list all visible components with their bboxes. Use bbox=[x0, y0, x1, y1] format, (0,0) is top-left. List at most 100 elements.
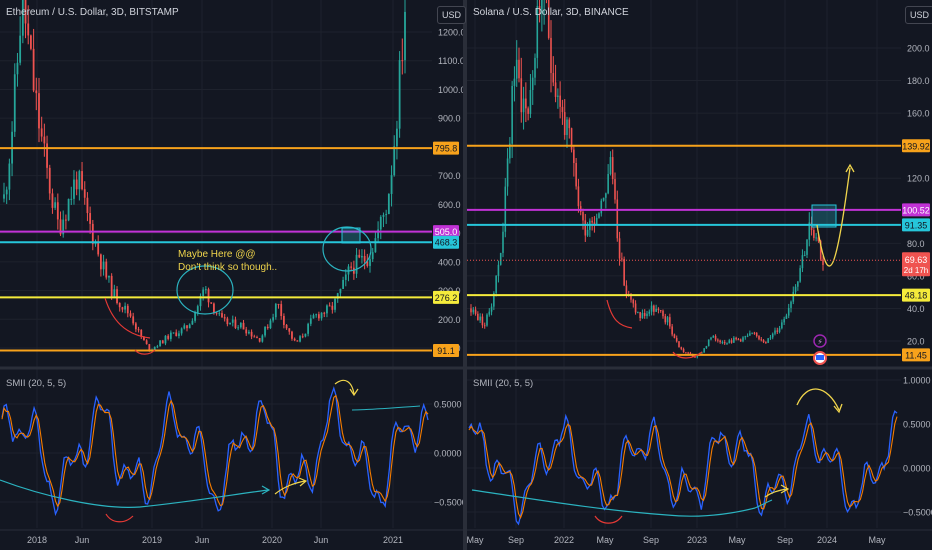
sol-chart-pane[interactable]: 200.0 180.0 160.0 120.0 80.0 60.0 40.0 20.0 1.00… bbox=[467, 0, 932, 550]
pane-divider[interactable] bbox=[463, 0, 467, 550]
candle-body bbox=[13, 74, 16, 132]
candle-body bbox=[534, 57, 536, 78]
y-axis-tick-label: 80.0 bbox=[907, 239, 925, 249]
candle-body bbox=[511, 85, 513, 144]
candle-body bbox=[609, 157, 612, 174]
candle-body bbox=[520, 78, 523, 113]
candle-body bbox=[21, 0, 24, 36]
eth-indicator-label[interactable]: SMII (20, 5, 5) bbox=[6, 378, 67, 389]
sol-symbol-title[interactable]: Solana / U.S. Dollar, 3D, BINANCE bbox=[473, 7, 629, 18]
x-axis-tick-label: May bbox=[728, 535, 746, 545]
candle-body bbox=[509, 143, 511, 159]
candle-body bbox=[393, 146, 396, 176]
candle-body bbox=[707, 339, 710, 347]
y-axis-tick-label: 160.0 bbox=[907, 109, 930, 119]
eth-currency-button[interactable]: USD bbox=[437, 6, 467, 24]
candle-body bbox=[140, 329, 143, 337]
candle-body bbox=[696, 355, 699, 358]
candle-body bbox=[285, 324, 288, 329]
annotation-arrowhead bbox=[833, 403, 843, 414]
last-price-value: 69.63 bbox=[905, 255, 928, 265]
candle-body bbox=[600, 200, 603, 214]
candle-body bbox=[470, 308, 472, 313]
x-axis-tick-label: Sep bbox=[508, 535, 524, 545]
candle-body bbox=[753, 332, 756, 334]
candle-body bbox=[778, 328, 781, 332]
candle-body bbox=[266, 326, 269, 329]
candle-body bbox=[326, 305, 328, 314]
candle-body bbox=[646, 313, 648, 316]
candle-body bbox=[490, 306, 493, 312]
candle-body bbox=[169, 332, 172, 339]
candle-body bbox=[561, 106, 564, 113]
candle-body bbox=[143, 336, 145, 341]
candle-body bbox=[307, 323, 310, 334]
candle-body bbox=[776, 330, 779, 332]
indicator-y-tick-label: 0.0000 bbox=[903, 464, 931, 474]
candle-body bbox=[387, 193, 390, 215]
x-axis-tick-label: Sep bbox=[643, 535, 659, 545]
x-axis-tick-label: May bbox=[467, 535, 484, 545]
candle-body bbox=[256, 337, 258, 339]
eth-symbol-title[interactable]: Ethereum / U.S. Dollar, 3D, BITSTAMP bbox=[6, 7, 179, 18]
candle-body bbox=[593, 222, 596, 226]
candle-body bbox=[334, 298, 336, 310]
candle-body bbox=[573, 149, 575, 164]
candle-body bbox=[730, 340, 733, 343]
candle-body bbox=[808, 222, 811, 240]
candle-body bbox=[62, 219, 65, 235]
eth-chart-pane[interactable]: 1200.01100.01000.0900.0700.0600.0500.040… bbox=[0, 0, 467, 550]
candle-body bbox=[591, 220, 593, 223]
level-price-badge-text: 91.35 bbox=[905, 220, 928, 230]
candle-body bbox=[99, 254, 102, 270]
candle-body bbox=[207, 289, 210, 303]
candle-body bbox=[32, 48, 35, 91]
level-price-badge bbox=[433, 235, 459, 249]
level-price-badge-text: 91.1 bbox=[437, 346, 455, 356]
annotation-arrow bbox=[334, 379, 355, 395]
candle-body bbox=[806, 239, 808, 255]
candle-body bbox=[536, 6, 539, 58]
candle-body bbox=[719, 340, 721, 343]
candle-body bbox=[350, 266, 353, 268]
candle-body bbox=[765, 342, 767, 344]
candle-body bbox=[799, 268, 801, 282]
candle-body bbox=[497, 264, 500, 276]
x-axis-tick-label: Jun bbox=[314, 535, 329, 545]
candle-body bbox=[522, 98, 525, 113]
candle-body bbox=[701, 352, 703, 354]
candle-body bbox=[51, 193, 54, 208]
candle-body bbox=[477, 313, 479, 321]
candle-body bbox=[296, 340, 299, 342]
y-axis-tick-label: 120.0 bbox=[907, 174, 930, 184]
candle-body bbox=[280, 304, 283, 317]
annotation-arrow bbox=[764, 488, 788, 498]
sol-chart-canvas[interactable]: 200.0 180.0 160.0 120.0 80.0 60.0 40.0 20.0 1.00… bbox=[467, 0, 932, 550]
candle-body bbox=[552, 72, 555, 83]
candle-body bbox=[148, 344, 151, 351]
candle-body bbox=[239, 322, 242, 328]
y-axis-tick-label: 700.0 bbox=[438, 171, 461, 181]
y-axis-tick-label: 200.0 bbox=[438, 315, 461, 325]
smii-signal-line bbox=[468, 416, 898, 519]
candle-body bbox=[3, 194, 5, 199]
eth-chart-canvas[interactable]: 1200.01100.01000.0900.0700.0600.0500.040… bbox=[0, 0, 463, 550]
candle-body bbox=[554, 82, 557, 97]
candle-body bbox=[648, 311, 651, 314]
y-axis-tick-label: 400.0 bbox=[438, 257, 461, 267]
candle-body bbox=[86, 197, 89, 214]
sol-currency-button[interactable]: USD bbox=[905, 6, 932, 24]
x-axis-tick-label: 2023 bbox=[687, 535, 707, 545]
annotation-arrowhead bbox=[845, 163, 855, 173]
candle-body bbox=[110, 275, 113, 297]
candle-body bbox=[132, 316, 135, 324]
annotation-curve bbox=[672, 351, 703, 359]
candle-body bbox=[685, 352, 687, 354]
candle-body bbox=[282, 316, 285, 325]
candle-body bbox=[210, 302, 213, 304]
sol-indicator-label[interactable]: SMII (20, 5, 5) bbox=[473, 378, 534, 389]
x-axis-tick-label: 2024 bbox=[817, 535, 837, 545]
candle-body bbox=[781, 322, 783, 329]
level-price-badge-text: 48.18 bbox=[905, 291, 928, 301]
candle-body bbox=[605, 193, 607, 198]
